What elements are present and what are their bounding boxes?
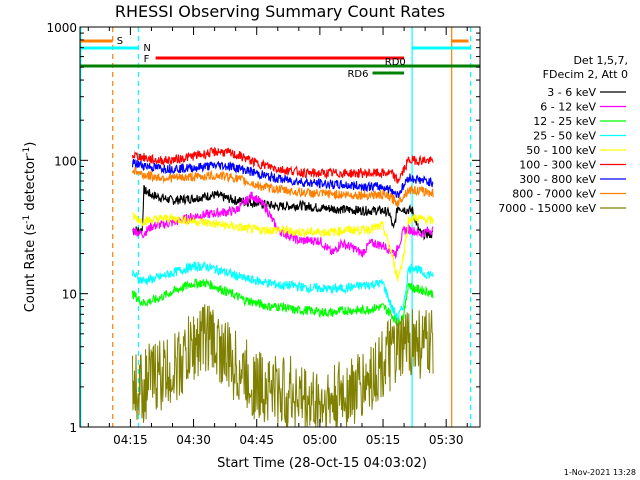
series-line-3: [131, 278, 434, 327]
series-line-9: [132, 304, 434, 428]
series-line-1: [132, 185, 434, 241]
flag-label-5: RD6: [347, 69, 368, 80]
legend-label-8: 800 - 7000 keV: [512, 188, 596, 201]
series-line-5: [132, 211, 434, 282]
y-tick-label-4: 1000: [46, 21, 77, 35]
x-tick-label-6: 05:30: [429, 433, 464, 447]
y-axis-label: Count Rate (s-1 detector-1): [22, 142, 38, 313]
x-tick-label-1: 04:15: [113, 433, 148, 447]
legend-label-7: 300 - 800 keV: [519, 173, 596, 186]
x-tick-label-2: 04:30: [176, 433, 211, 447]
series-line-7: [131, 158, 434, 199]
footer-date: 1-Nov-2021 13:28: [564, 468, 636, 477]
flag-label-3: F: [144, 54, 150, 65]
series-line-4: [131, 260, 434, 322]
series-lines: [131, 146, 434, 428]
legend: Det 1,5,7, FDecim 2, Att 0 3 - 6 keV 6 - …: [498, 54, 628, 215]
legend-label-3: 12 - 25 keV: [533, 115, 596, 128]
series-line-6: [131, 146, 434, 184]
legend-label-5: 50 - 100 keV: [526, 144, 596, 157]
x-tick-label-5: 05:15: [366, 433, 401, 447]
legend-label-1: 3 - 6 keV: [547, 86, 596, 99]
plot-frame: [79, 26, 481, 428]
legend-label-9: 7000 - 15000 keV: [498, 202, 596, 215]
chart-title: RHESSI Observing Summary Count Rates: [115, 2, 445, 21]
legend-label-6: 100 - 300 keV: [519, 159, 596, 172]
legend-label-2: 6 - 12 keV: [540, 101, 596, 114]
series-line-8: [131, 166, 434, 207]
axes: 1 10 100 1000 04:15 04:30 04:45 05:00 05:15 05:30: [46, 21, 480, 447]
flag-bars: S NF RD0 RD6: [80, 36, 480, 80]
legend-header-line-1: Det 1,5,7,: [573, 54, 628, 67]
x-tick-label-4: 05:00: [303, 433, 338, 447]
vertical-markers: [80, 27, 472, 427]
flag-label-4: RD0: [385, 57, 406, 68]
x-axis-label: Start Time (28-Oct-15 04:03:02): [217, 456, 427, 471]
flag-label-1: S: [117, 36, 123, 47]
flag-label-2: N: [143, 43, 150, 54]
x-tick-label-3: 04:45: [239, 433, 274, 447]
y-tick-label-2: 10: [62, 288, 77, 302]
legend-header-line-2: FDecim 2, Att 0: [543, 68, 628, 81]
y-tick-label-1: 1: [69, 421, 77, 435]
legend-label-4: 25 - 50 keV: [533, 130, 596, 143]
y-tick-label-3: 100: [54, 154, 77, 168]
